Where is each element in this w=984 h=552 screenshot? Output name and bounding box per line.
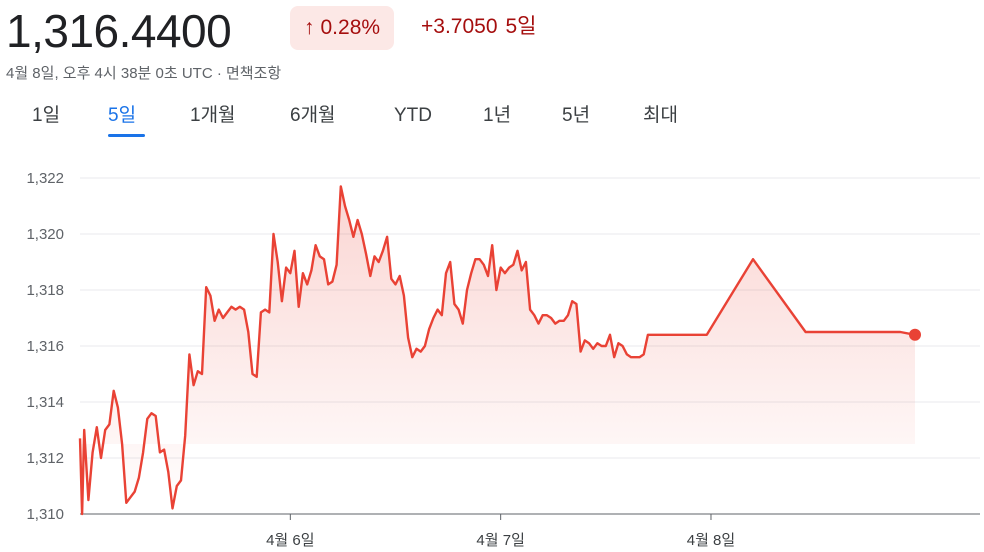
- tab-ytd[interactable]: YTD: [394, 105, 432, 126]
- y-tick-label: 1,310: [26, 506, 64, 523]
- y-tick-label: 1,312: [26, 450, 64, 467]
- tab-1d[interactable]: 1일: [32, 105, 61, 126]
- y-tick-label: 1,318: [26, 282, 64, 299]
- price-line: [78, 185, 916, 516]
- tab-5y[interactable]: 5년: [562, 105, 591, 126]
- change-period: 5일: [505, 15, 537, 38]
- y-tick-label: 1,322: [26, 170, 64, 187]
- tab-1m[interactable]: 1개월: [190, 105, 236, 126]
- arrow-up-icon: ↑: [304, 16, 315, 39]
- tab-max[interactable]: 최대: [643, 105, 678, 126]
- y-tick-label: 1,320: [26, 226, 64, 243]
- current-price: 1,316.4400: [6, 5, 232, 57]
- last-price-marker: [909, 328, 921, 341]
- y-tick-label: 1,316: [26, 338, 64, 355]
- absolute-change-value: +3.7050: [421, 15, 498, 38]
- y-axis-labels: 1,310 1,312 1,314 1,316 1,318 1,320 1,322: [26, 170, 64, 523]
- active-tab-underline: [108, 134, 145, 137]
- range-tabs: 1일 5일 1개월 6개월 YTD 1년 5년 최대: [0, 98, 984, 138]
- x-tick-label: 4월 8일: [687, 532, 735, 549]
- x-tick-label: 4월 7일: [476, 532, 524, 549]
- absolute-change: +3.7050 5일: [421, 12, 545, 42]
- percent-change-badge: ↑ 0.28%: [290, 6, 395, 50]
- price-area-fill: [80, 186, 915, 514]
- x-axis: 4월 6일 4월 7일 4월 8일: [80, 513, 980, 549]
- percent-change-value: 0.28%: [320, 16, 381, 39]
- tab-1y[interactable]: 1년: [483, 105, 512, 126]
- tab-6m[interactable]: 6개월: [290, 105, 336, 126]
- x-tick-label: 4월 6일: [266, 532, 314, 549]
- tab-5d[interactable]: 5일: [108, 105, 137, 126]
- y-tick-label: 1,314: [26, 394, 64, 411]
- timestamp-disclaimer: 4월 8일, 오후 4시 38분 0초 UTC · 면책조항: [6, 65, 282, 82]
